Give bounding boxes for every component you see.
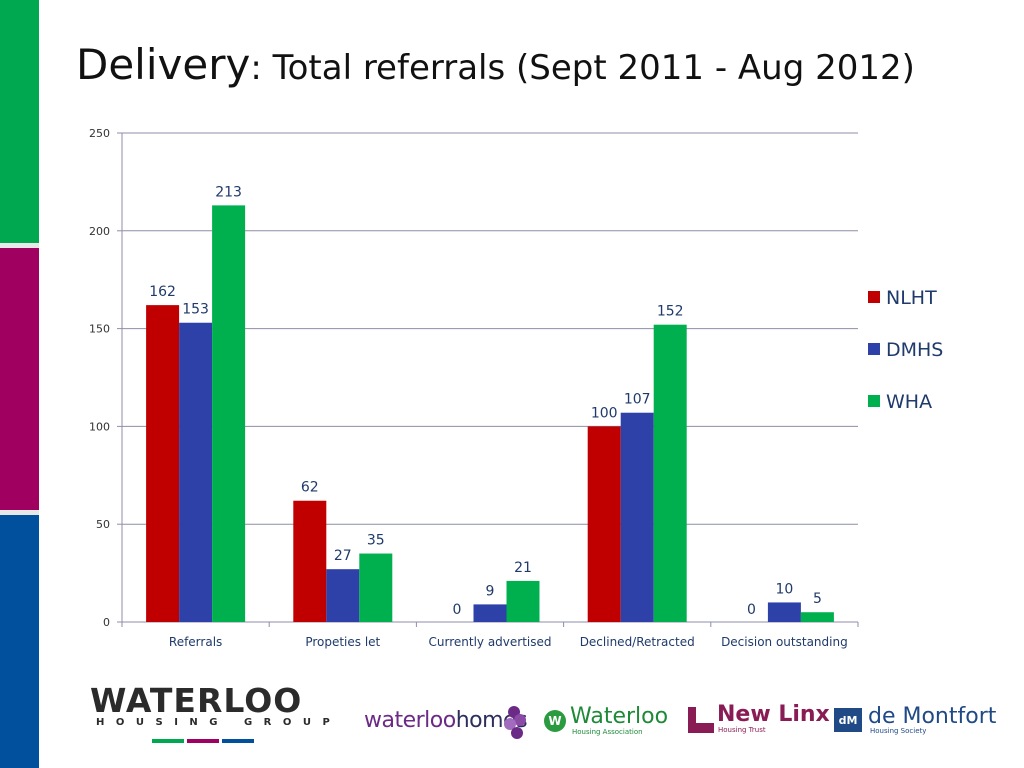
data-label: 0 xyxy=(453,602,462,618)
waterloo-homes-logo-part1: waterloo xyxy=(364,708,456,733)
de-montfort-logo-tagline: Housing Society xyxy=(870,727,927,735)
data-label: 0 xyxy=(747,602,756,618)
title-main: Delivery xyxy=(76,40,251,89)
data-label: 5 xyxy=(813,591,822,607)
x-tick-label: Referrals xyxy=(169,635,222,649)
y-tick-label: 150 xyxy=(89,323,110,336)
bar xyxy=(359,553,393,622)
data-label: 62 xyxy=(301,480,319,496)
legend-swatch xyxy=(868,291,880,303)
bar xyxy=(653,324,687,622)
flower-icon xyxy=(504,706,526,739)
bar xyxy=(326,569,360,622)
waterloo-group-logo-name: WATERLOO xyxy=(90,681,303,720)
x-tick-label: Declined/Retracted xyxy=(580,635,695,649)
de-montfort-logo-name: de Montfort xyxy=(868,704,997,729)
bar-chart: 050100150200250162153213Referrals622735P… xyxy=(89,127,943,649)
waterloo-ha-logo-name: Waterloo xyxy=(570,704,669,729)
new-linx-logo-name: New Linx xyxy=(717,702,830,727)
bar xyxy=(293,500,327,622)
data-label: 107 xyxy=(624,392,651,408)
bar xyxy=(179,322,213,622)
bar xyxy=(506,580,540,622)
data-label: 152 xyxy=(657,304,684,320)
bar xyxy=(767,602,801,622)
new-linx-mark-icon xyxy=(688,707,714,733)
y-tick-label: 100 xyxy=(89,420,110,433)
bar xyxy=(800,612,834,622)
bar xyxy=(146,305,180,622)
data-label: 9 xyxy=(486,583,495,599)
data-label: 100 xyxy=(591,405,618,421)
waterloo-group-logo-tagline: HOUSING GROUP xyxy=(96,717,342,728)
stripe-magenta xyxy=(0,248,39,510)
side-stripe xyxy=(0,0,39,768)
legend-label: DMHS xyxy=(886,339,943,361)
bar xyxy=(212,205,246,622)
y-tick-label: 50 xyxy=(96,518,110,531)
waterloo-ha-logo-tagline: Housing Association xyxy=(572,728,643,736)
data-label: 153 xyxy=(182,302,209,318)
data-label: 10 xyxy=(775,581,793,597)
waterloo-group-logo-bars xyxy=(152,739,254,743)
data-label: 162 xyxy=(149,284,176,300)
legend-swatch xyxy=(868,395,880,407)
waterloo-ha-logo-mark: W xyxy=(544,710,566,732)
stripe-blue xyxy=(0,515,39,768)
data-label: 35 xyxy=(367,533,385,549)
legend-label: WHA xyxy=(886,391,932,413)
x-tick-label: Decision outstanding xyxy=(721,635,848,649)
x-tick-label: Propeties let xyxy=(305,635,380,649)
legend-swatch xyxy=(868,343,880,355)
stripe-divider xyxy=(0,510,39,515)
data-label: 21 xyxy=(514,560,532,576)
stripe-green xyxy=(0,0,39,243)
data-label: 27 xyxy=(334,548,352,564)
legend-label: NLHT xyxy=(886,287,937,309)
stripe-divider xyxy=(0,243,39,248)
slide-title: Delivery: Total referrals (Sept 2011 - A… xyxy=(76,44,915,86)
bar xyxy=(473,604,507,622)
y-tick-label: 200 xyxy=(89,225,110,238)
title-rest: : Total referrals (Sept 2011 - Aug 2012) xyxy=(250,48,915,88)
y-tick-label: 250 xyxy=(89,127,110,140)
bar xyxy=(620,412,654,622)
bar xyxy=(587,426,621,622)
data-label: 213 xyxy=(215,184,242,200)
de-montfort-logo-mark: dM xyxy=(834,708,862,732)
x-tick-label: Currently advertised xyxy=(429,635,552,649)
new-linx-logo-tagline: Housing Trust xyxy=(718,726,766,734)
y-tick-label: 0 xyxy=(103,616,110,629)
